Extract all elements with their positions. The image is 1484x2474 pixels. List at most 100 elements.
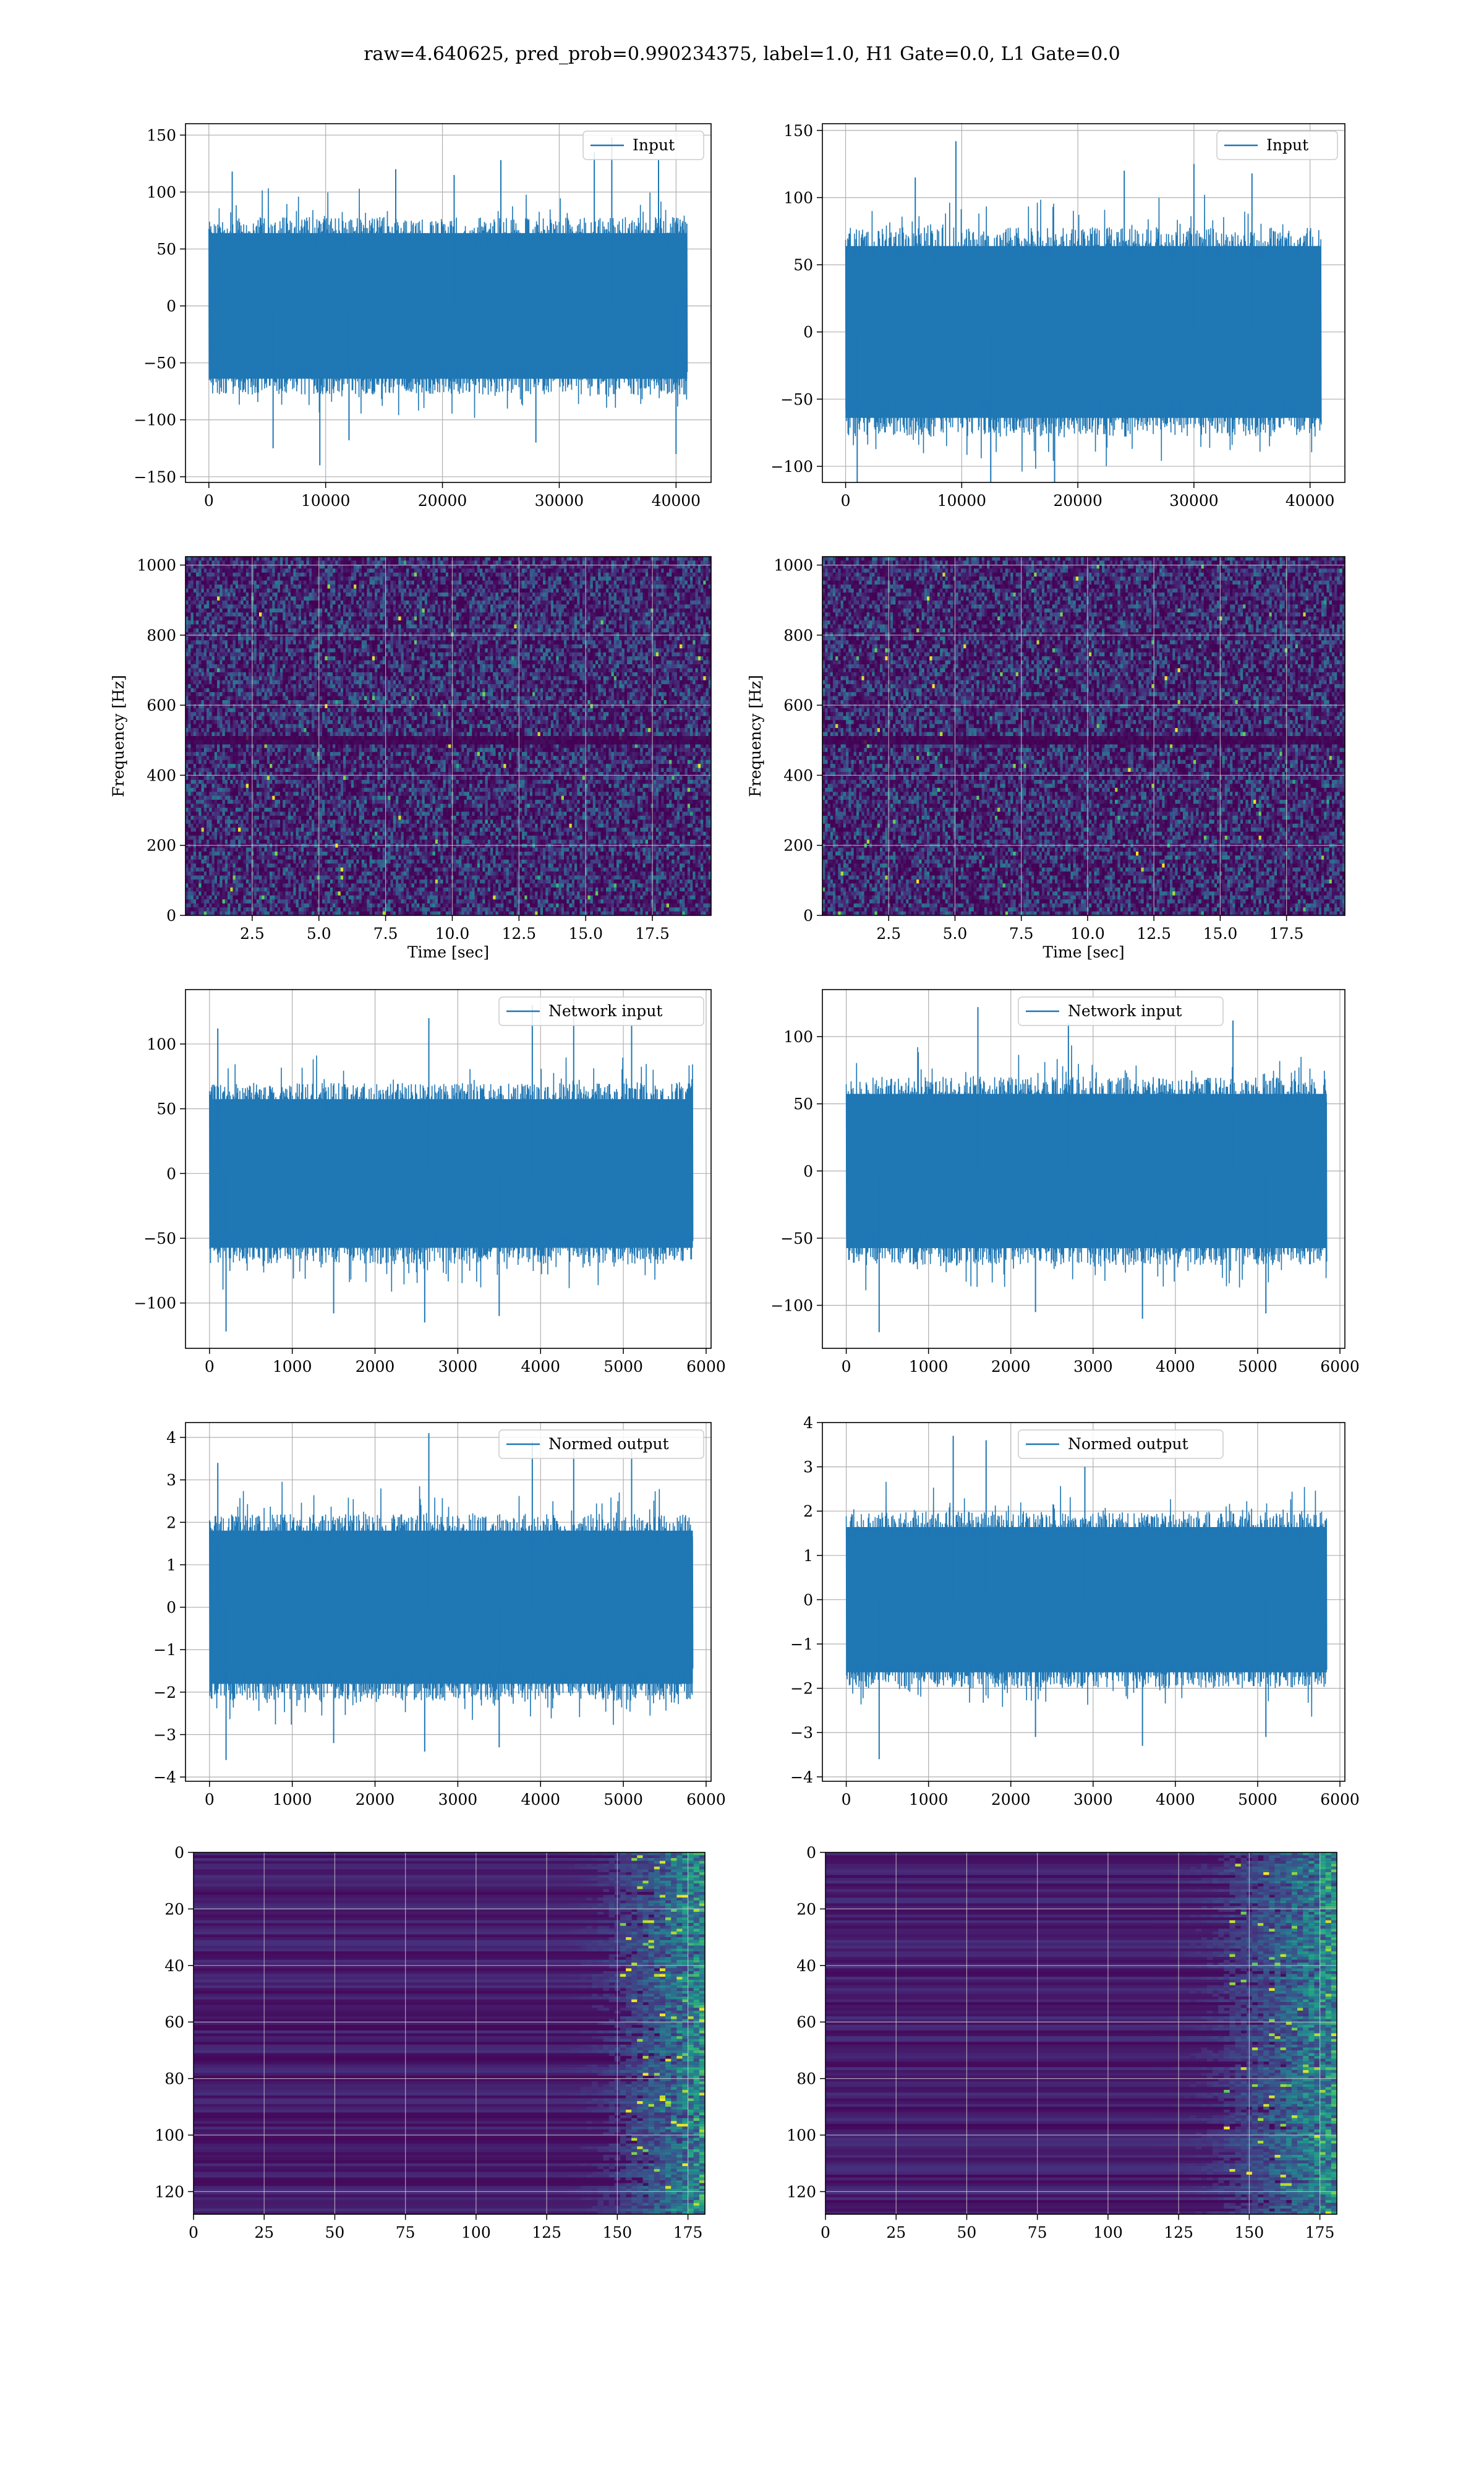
heat-cell xyxy=(257,596,260,601)
heat-cell xyxy=(440,644,443,649)
heat-cell xyxy=(622,617,625,621)
heat-cell xyxy=(257,573,260,577)
heat-cell xyxy=(409,640,412,644)
heat-cell xyxy=(591,593,594,597)
heat-cell xyxy=(696,584,699,589)
heat-cell xyxy=(377,568,380,573)
heat-cell xyxy=(364,593,367,597)
heat-cell xyxy=(543,620,546,625)
heat-cell xyxy=(543,612,546,617)
heat-cell xyxy=(230,584,233,589)
heat-cell xyxy=(359,568,362,573)
heat-cell xyxy=(496,596,499,601)
heat-cell xyxy=(291,609,294,613)
heat-cell xyxy=(215,620,218,625)
heat-cell xyxy=(493,636,496,641)
heat-cell xyxy=(556,644,559,649)
heat-cell xyxy=(215,596,218,601)
heat-cell xyxy=(493,589,496,593)
heat-cell xyxy=(435,620,438,625)
heat-cell xyxy=(535,609,538,613)
heat-cell xyxy=(354,653,357,657)
heat-cell xyxy=(278,617,281,621)
heat-cell xyxy=(522,601,525,605)
heat-cell xyxy=(401,593,404,597)
heat-cell xyxy=(635,601,638,605)
heat-cell xyxy=(388,604,391,609)
heat-cell xyxy=(659,648,662,653)
heat-cell xyxy=(354,557,357,561)
heat-cell xyxy=(524,644,527,649)
heat-cell xyxy=(351,596,354,601)
heat-cell xyxy=(467,628,470,633)
heat-cell xyxy=(606,636,609,641)
heat-cell xyxy=(280,584,283,589)
heat-cell xyxy=(383,573,386,577)
heat-cell xyxy=(346,568,349,573)
heat-cell xyxy=(703,612,706,617)
heat-cell xyxy=(198,644,202,649)
heat-cell xyxy=(309,593,312,597)
heat-cell xyxy=(480,593,483,597)
heat-cell xyxy=(417,612,420,617)
heat-cell xyxy=(601,584,604,589)
heat-cell xyxy=(608,576,612,581)
heat-cell xyxy=(490,573,493,577)
heat-cell xyxy=(464,601,467,605)
heat-cell xyxy=(422,601,425,605)
heat-cell xyxy=(696,625,699,629)
heat-cell xyxy=(480,573,483,577)
heat-cell xyxy=(593,601,596,605)
heat-cell xyxy=(524,620,527,625)
heat-cell xyxy=(498,581,501,585)
heat-cell xyxy=(288,644,291,649)
heat-cell xyxy=(440,640,443,644)
heat-cell xyxy=(404,625,407,629)
heat-cell xyxy=(280,617,283,621)
heat-cell xyxy=(693,628,696,633)
heat-cell xyxy=(461,632,464,636)
heat-cell xyxy=(301,557,304,561)
heat-cell xyxy=(574,617,578,621)
heat-cell xyxy=(522,625,525,629)
heat-cell xyxy=(638,593,641,597)
heat-cell xyxy=(551,648,554,653)
heat-cell xyxy=(440,584,443,589)
heat-cell xyxy=(393,589,396,593)
heat-cell xyxy=(566,612,569,617)
heat-cell xyxy=(587,644,591,649)
heat-cell xyxy=(514,648,517,653)
heat-cell xyxy=(433,568,436,573)
heat-cell xyxy=(556,604,559,609)
heat-cell xyxy=(215,640,218,644)
heat-cell xyxy=(527,601,531,605)
heat-cell xyxy=(320,593,323,597)
legend-label: Input xyxy=(633,136,675,154)
heat-cell xyxy=(566,625,569,629)
heat-cell xyxy=(496,632,499,636)
heat-cell xyxy=(254,648,257,653)
heat-cell xyxy=(425,617,428,621)
heat-cell xyxy=(509,576,512,581)
heat-cell xyxy=(619,625,622,629)
heat-cell xyxy=(259,653,262,657)
heat-cell xyxy=(488,560,491,565)
heat-cell xyxy=(346,560,349,565)
heat-cell xyxy=(587,601,591,605)
heat-cell xyxy=(286,560,289,565)
heat-cell xyxy=(696,612,699,617)
heat-cell xyxy=(228,609,231,613)
heat-cell xyxy=(391,589,394,593)
heat-cell xyxy=(545,625,548,629)
heat-cell xyxy=(244,596,247,601)
heat-cell xyxy=(393,557,396,561)
heat-cell xyxy=(506,612,510,617)
heat-cell xyxy=(251,604,254,609)
heat-cell xyxy=(341,612,344,617)
heat-cell xyxy=(194,604,197,609)
heat-cell xyxy=(320,601,323,605)
heat-cell xyxy=(564,596,567,601)
heat-cell xyxy=(241,560,244,565)
heat-cell xyxy=(606,609,609,613)
heat-cell xyxy=(643,609,646,613)
